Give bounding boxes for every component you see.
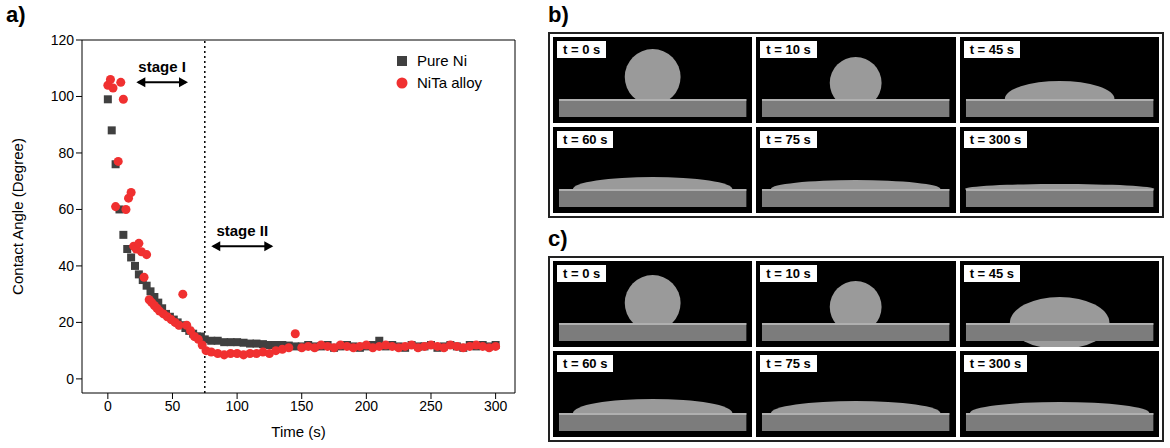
svg-text:150: 150 — [290, 398, 314, 414]
html-text:t = 300 s: t = 300 s — [969, 132, 1022, 147]
html-text:t = 10 s: t = 10 s — [766, 42, 811, 57]
svg-text:60: 60 — [58, 201, 74, 217]
svg-text:stage II: stage II — [216, 222, 268, 239]
svg-text:0: 0 — [66, 371, 74, 387]
svg-text:Contact Angle (Degree): Contact Angle (Degree) — [9, 138, 26, 295]
html-text:t = 300 s: t = 300 s — [969, 356, 1022, 371]
html-text:c): c) — [548, 226, 568, 251]
html-text:a): a) — [6, 2, 26, 27]
svg-text:40: 40 — [58, 258, 74, 274]
svg-text:50: 50 — [165, 398, 181, 414]
html-text:t = 60 s: t = 60 s — [563, 356, 608, 371]
html-text:NiTa alloy: NiTa alloy — [417, 74, 482, 91]
html-text:t = 45 s: t = 45 s — [969, 42, 1015, 57]
svg-text:stage I: stage I — [138, 58, 186, 75]
html-text:t = 10 s: t = 10 s — [766, 266, 811, 281]
svg-text:250: 250 — [419, 398, 443, 414]
svg-text:100: 100 — [225, 398, 249, 414]
html-text:t = 75 s: t = 75 s — [766, 356, 811, 371]
html-text:t = 60 s: t = 60 s — [563, 132, 608, 147]
html-text:t = 0 s: t = 0 s — [563, 266, 601, 281]
svg-text:200: 200 — [355, 398, 379, 414]
svg-text:100: 100 — [51, 88, 75, 104]
html-text:b): b) — [548, 2, 569, 27]
html-text:t = 75 s: t = 75 s — [766, 132, 811, 147]
svg-text:300: 300 — [484, 398, 508, 414]
svg-text:120: 120 — [51, 32, 75, 48]
svg-text:20: 20 — [58, 314, 74, 330]
html-text:t = 45 s: t = 45 s — [969, 266, 1015, 281]
svg-text:Time (s): Time (s) — [271, 423, 325, 440]
svg-text:0: 0 — [104, 398, 112, 414]
html-text:Pure Ni: Pure Ni — [417, 52, 467, 69]
svg-text:80: 80 — [58, 145, 74, 161]
html-text:t = 0 s: t = 0 s — [563, 42, 601, 57]
